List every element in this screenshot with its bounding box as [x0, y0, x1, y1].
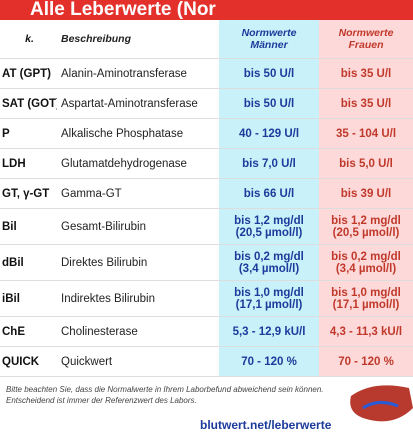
table-cell: 70 - 120 % [319, 346, 413, 377]
table-cell: bis 1,2 mg/dl (20,5 µmol/l) [319, 208, 413, 245]
table-cell: bis 66 U/l [219, 178, 319, 209]
footer-url: blutwert.net/leberwerte [200, 418, 332, 432]
column-header: Normwerte Frauen [319, 20, 413, 59]
cell-line: bis 5,0 U/l [339, 157, 393, 170]
table-cell: SAT (GOT) [0, 88, 57, 119]
cell-line: Männer [250, 39, 288, 51]
table-cell: bis 50 U/l [219, 88, 319, 119]
table-cell: bis 50 U/l [219, 58, 319, 89]
cell-line: (20,5 µmol/l) [332, 226, 400, 239]
cell-line: (17,1 µmol/l) [332, 298, 400, 311]
cell-line: 70 - 120 % [338, 355, 394, 368]
table-row: SAT (GOT) Aspartat-Aminotransferase bis 50… [0, 88, 413, 119]
table-cell: 35 - 104 U/l [319, 118, 413, 149]
cell-line: Normwerte [241, 27, 297, 39]
table-cell: iBil [0, 280, 57, 317]
table-cell: bis 1,2 mg/dl (20,5 µmol/l) [219, 208, 319, 245]
table-row: dBil Direktes Bilirubin bis 0,2 mg/dl (3,4 … [0, 244, 413, 281]
table-cell: Glutamatdehydrogenase [57, 148, 219, 179]
table-row: ChE Cholinesterase 5,3 - 12,9 kU/l 4,3 - 11… [0, 316, 413, 347]
cell-line: bis 1,0 mg/dl [331, 286, 401, 299]
cell-line: 35 - 104 U/l [335, 127, 397, 140]
table-cell: AT (GPT) [0, 58, 57, 89]
table-row: Bil Gesamt-Bilirubin bis 1,2 mg/dl (20,5 µm… [0, 208, 413, 245]
table-row: QUICK Quickwert 70 - 120 % 70 - 120 % [0, 346, 413, 377]
table-cell: QUICK [0, 346, 57, 377]
cell-line: bis 66 U/l [243, 187, 295, 200]
column-header: Normwerte Männer [219, 20, 319, 59]
table-cell: bis 35 U/l [319, 58, 413, 89]
cell-line: bis 35 U/l [340, 67, 392, 80]
table-cell: LDH [0, 148, 57, 179]
table-cell: bis 0,2 mg/dl (3,4 µmol/l) [219, 244, 319, 281]
cell-line: bis 0,2 mg/dl [234, 250, 304, 263]
footer-note: Bitte beachten Sie, dass die Normalwerte… [6, 385, 324, 405]
cell-line: bis 1,2 mg/dl [331, 214, 401, 227]
column-header: Beschreibung [57, 20, 219, 59]
table-cell: Direktes Bilirubin [57, 244, 219, 281]
table-cell: bis 5,0 U/l [319, 148, 413, 179]
cell-line: bis 1,0 mg/dl [234, 286, 304, 299]
column-header: k. [0, 20, 57, 59]
table-cell: bis 7,0 U/l [219, 148, 319, 179]
table-cell: Quickwert [57, 346, 219, 377]
table-cell: bis 35 U/l [319, 88, 413, 119]
cell-line: bis 50 U/l [243, 67, 295, 80]
table-cell: bis 1,0 mg/dl (17,1 µmol/l) [319, 280, 413, 317]
table-cell: 40 - 129 U/l [219, 118, 319, 149]
table-cell: Alkalische Phosphatase [57, 118, 219, 149]
table-cell: Gamma-GT [57, 178, 219, 209]
table-cell: bis 1,0 mg/dl (17,1 µmol/l) [219, 280, 319, 317]
cell-line: 40 - 129 U/l [238, 127, 300, 140]
table-row: GT, γ-GT Gamma-GT bis 66 U/l bis 39 U/l [0, 178, 413, 209]
table-cell: 4,3 - 11,3 kU/l [319, 316, 413, 347]
table-cell: bis 39 U/l [319, 178, 413, 209]
table-cell: 5,3 - 12,9 kU/l [219, 316, 319, 347]
liver-illustration [350, 385, 413, 422]
table-cell: dBil [0, 244, 57, 281]
table-cell: P [0, 118, 57, 149]
cell-line: bis 50 U/l [243, 97, 295, 110]
table-row: LDH Glutamatdehydrogenase bis 7,0 U/l bis 5… [0, 148, 413, 179]
header-row: k. Beschreibung Normwerte Männer Normwerte Fr… [0, 20, 413, 59]
title: Alle Leberwerte (Nor [0, 0, 413, 20]
cell-line: bis 1,2 mg/dl [234, 214, 304, 227]
cell-line: bis 39 U/l [340, 187, 392, 200]
cell-line: bis 0,2 mg/dl [331, 250, 401, 263]
table-cell: Gesamt-Bilirubin [57, 208, 219, 245]
table-cell: Cholinesterase [57, 316, 219, 347]
table-cell: Alanin-Aminotransferase [57, 58, 219, 89]
cell-line: (3,4 µmol/l) [238, 262, 300, 275]
table-cell: GT, γ-GT [0, 178, 57, 209]
cell-line: Frauen [348, 39, 384, 51]
table-row: P Alkalische Phosphatase 40 - 129 U/l 35 - … [0, 118, 413, 149]
table-cell: bis 0,2 mg/dl (3,4 µmol/l) [319, 244, 413, 281]
cell-line: (3,4 µmol/l) [335, 262, 397, 275]
table-cell: Indirektes Bilirubin [57, 280, 219, 317]
table-row: AT (GPT) Alanin-Aminotransferase bis 50 U/… [0, 58, 413, 89]
table-cell: 70 - 120 % [219, 346, 319, 377]
table: k. Beschreibung Normwerte Männer Normwerte Fr… [0, 20, 413, 377]
cell-line: bis 7,0 U/l [242, 157, 296, 170]
table-cell: Aspartat-Aminotransferase [57, 88, 219, 119]
table-cell: ChE [0, 316, 57, 347]
cell-line: (20,5 µmol/l) [235, 226, 303, 239]
cell-line: 5,3 - 12,9 kU/l [232, 325, 306, 338]
cell-line: 70 - 120 % [241, 355, 297, 368]
cell-line: Normwerte [338, 27, 394, 39]
table-cell: Bil [0, 208, 57, 245]
cell-line: 4,3 - 11,3 kU/l [329, 325, 403, 338]
cell-line: bis 35 U/l [340, 97, 392, 110]
cell-line: (17,1 µmol/l) [235, 298, 303, 311]
table-row: iBil Indirektes Bilirubin bis 1,0 mg/dl (17… [0, 280, 413, 317]
